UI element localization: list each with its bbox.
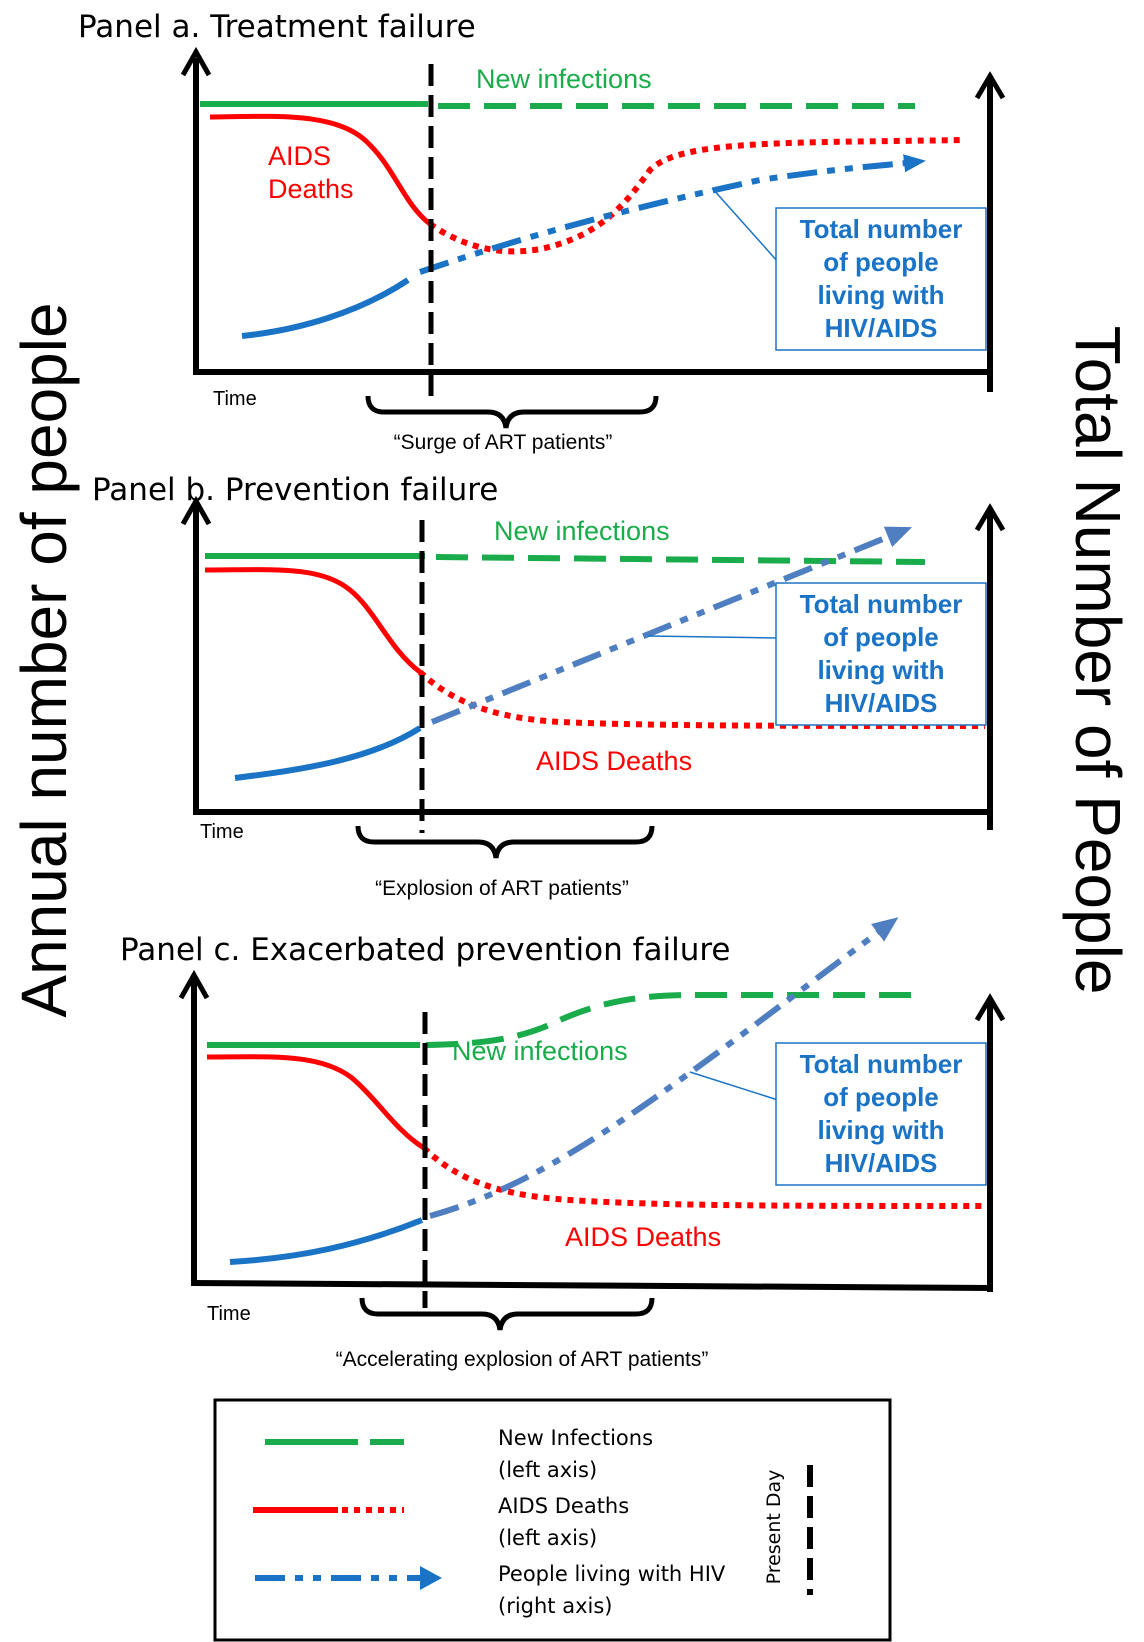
panel-b-title: Panel b. Prevention failure <box>92 472 498 508</box>
panel-c-new-infections-label: New infections <box>452 1036 628 1066</box>
panel-a-new-infections-label: New infections <box>476 64 652 94</box>
panel-a-brace-label: “Surge of ART patients” <box>394 431 613 454</box>
legend-present-day-label: Present Day <box>763 1470 785 1585</box>
panel-b-plwh-box-line3: living with <box>817 655 944 685</box>
panel-a-right-axis-arrowhead <box>974 71 1006 100</box>
panel-a-brace <box>365 395 659 429</box>
panel-b-plwh-solid <box>234 725 422 781</box>
panel-c-title: Panel c. Exacerbated prevention failure <box>120 932 731 968</box>
panel-c-plwh-box-line1: Total number <box>800 1049 963 1079</box>
legend-new-infections-line2: (left axis) <box>498 1458 597 1482</box>
panel-c-deaths-dotted <box>421 1145 986 1209</box>
panel-b-left-axis-arrowhead <box>180 495 212 526</box>
panel-b-plwh-box-line1: Total number <box>800 589 963 619</box>
legend: New Infections (left axis) AIDS Deaths (… <box>213 1398 892 1642</box>
panel-a-deaths-dotted <box>428 137 966 255</box>
panel-a-title: Panel a. Treatment failure <box>78 9 476 45</box>
panel-b-brace <box>355 825 655 859</box>
panel-a-plwh-box-line4: HIV/AIDS <box>825 313 938 343</box>
panel-b-right-axis-arrowhead <box>974 503 1006 532</box>
left-axis-title: Annual number of people <box>8 302 80 1017</box>
panel-c-box-pointer <box>689 1071 779 1101</box>
panel-c-deaths-label: AIDS Deaths <box>565 1222 721 1252</box>
panel-a-plwh-box-line1: Total number <box>800 214 963 244</box>
panel-c-deaths-solid <box>206 1054 426 1151</box>
panel-b: Panel b. Prevention failure New infectio… <box>92 472 1006 900</box>
legend-plwh-line1: People living with HIV <box>498 1562 726 1586</box>
panel-b-deaths-dotted <box>417 669 986 729</box>
panel-c-plwh-dashdot <box>429 917 899 1219</box>
panel-b-new-infections-dashed <box>435 554 926 565</box>
panel-b-box-pointer <box>647 635 779 639</box>
panel-a-deaths-label-2: Deaths <box>268 174 354 204</box>
panel-b-plwh-box-line4: HIV/AIDS <box>825 688 938 718</box>
panel-c-plwh-box <box>775 1042 987 1186</box>
panel-a-plwh-dashdot <box>419 154 926 275</box>
panel-b-plwh-box-line2: of people <box>823 622 939 652</box>
panel-c-brace-label: “Accelerating explosion of ART patients” <box>336 1348 709 1371</box>
panel-b-deaths-label: AIDS Deaths <box>536 746 692 776</box>
panel-a-box-pointer <box>711 187 779 263</box>
panel-a-left-axis-arrowhead <box>180 46 212 77</box>
panel-a-plwh-box-line2: of people <box>823 247 939 277</box>
legend-new-infections-line1: New Infections <box>498 1426 653 1450</box>
panel-b-plwh-box <box>775 582 987 726</box>
panel-b-time-label: Time <box>200 821 244 843</box>
panel-a-time-label: Time <box>213 388 257 410</box>
panel-c: Panel c. Exacerbated prevention failure … <box>120 917 1006 1371</box>
panel-c-right-axis-arrowhead <box>974 993 1006 1022</box>
legend-deaths-line1: AIDS Deaths <box>498 1494 629 1518</box>
panel-c-time-label: Time <box>207 1303 251 1325</box>
panel-c-left-axis-arrowhead <box>178 969 210 1000</box>
panel-c-new-infections-dashed <box>425 992 915 1048</box>
panel-a: Panel a. Treatment failure New infection… <box>78 9 1006 454</box>
panel-c-plwh-box-line4: HIV/AIDS <box>825 1148 938 1178</box>
legend-plwh-line2: (right axis) <box>498 1594 612 1618</box>
panel-c-plwh-box-line2: of people <box>823 1082 939 1112</box>
panel-a-plwh-solid <box>241 277 410 339</box>
panel-a-deaths-label-1: AIDS <box>268 141 331 171</box>
panel-c-plwh-solid <box>229 1217 424 1265</box>
panel-a-plwh-box-line3: living with <box>817 280 944 310</box>
panel-b-plwh-dashdot <box>430 526 913 725</box>
panel-c-plwh-box-line3: living with <box>817 1115 944 1145</box>
panel-b-deaths-solid <box>204 567 422 675</box>
legend-plwh-arrowhead <box>420 1566 442 1590</box>
panel-b-brace-label: “Explosion of ART patients” <box>375 877 629 900</box>
panel-c-x-axis <box>190 1280 994 1291</box>
panel-a-deaths-solid <box>209 113 432 226</box>
panel-c-brace <box>359 1297 655 1331</box>
right-axis-title: Total Number of People <box>1062 326 1134 995</box>
legend-deaths-line2: (left axis) <box>498 1526 597 1550</box>
panel-a-plwh-box <box>775 207 987 351</box>
panel-b-new-infections-label: New infections <box>494 516 670 546</box>
